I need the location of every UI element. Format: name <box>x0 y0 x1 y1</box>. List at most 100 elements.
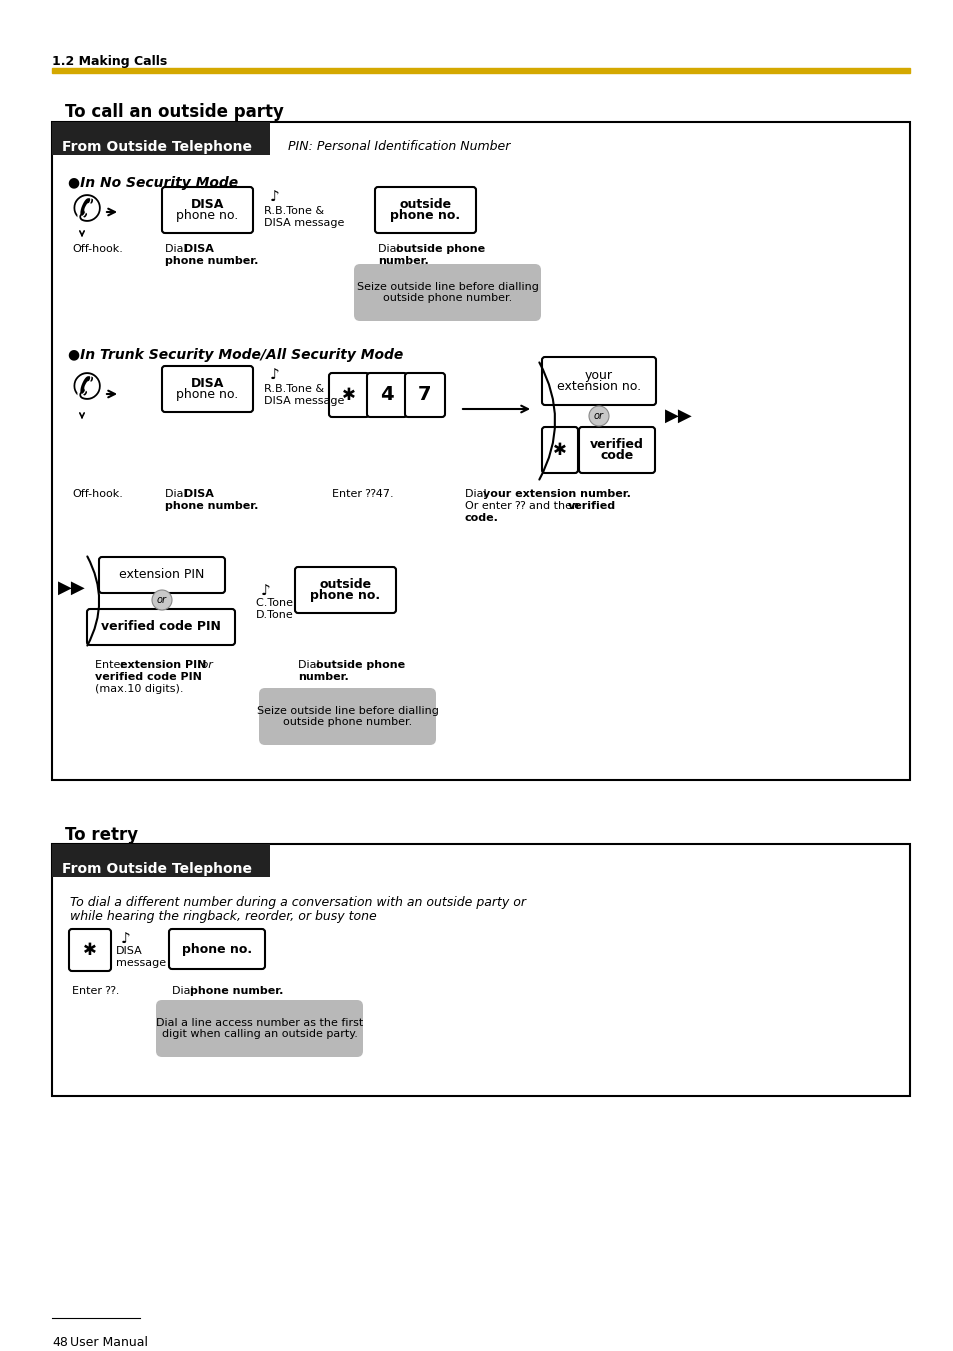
Text: From Outside Telephone: From Outside Telephone <box>62 862 252 875</box>
Circle shape <box>152 590 172 611</box>
Text: or: or <box>198 661 213 670</box>
Text: your: your <box>584 369 613 382</box>
Text: verified code PIN: verified code PIN <box>101 620 221 634</box>
Text: Off-hook.: Off-hook. <box>71 489 123 499</box>
Text: User Manual: User Manual <box>70 1336 148 1350</box>
Text: verified code PIN: verified code PIN <box>95 671 202 682</box>
FancyBboxPatch shape <box>87 609 234 644</box>
Text: Dial a line access number as the first: Dial a line access number as the first <box>155 1019 363 1028</box>
Text: Off-hook.: Off-hook. <box>71 245 123 254</box>
Text: your extension number.: your extension number. <box>482 489 630 499</box>
FancyBboxPatch shape <box>258 688 436 744</box>
Bar <box>52 122 270 155</box>
Text: ▶▶: ▶▶ <box>664 407 692 426</box>
Text: outside phone: outside phone <box>395 245 485 254</box>
Text: C.Tone &: C.Tone & <box>255 598 305 608</box>
Text: phone no.: phone no. <box>310 589 380 603</box>
Text: verified: verified <box>590 438 643 451</box>
Bar <box>52 68 909 73</box>
FancyBboxPatch shape <box>162 366 253 412</box>
Text: Dial: Dial <box>165 489 190 499</box>
Text: outside: outside <box>399 199 451 211</box>
Text: phone no.: phone no. <box>390 209 460 222</box>
Text: phone no.: phone no. <box>176 209 238 222</box>
Text: ✆: ✆ <box>71 372 102 407</box>
Text: 4: 4 <box>380 385 394 404</box>
Text: Dial: Dial <box>165 245 190 254</box>
Text: To dial a different number during a conversation with an outside party or: To dial a different number during a conv… <box>70 896 525 909</box>
FancyBboxPatch shape <box>69 929 111 971</box>
Text: Enter ⁇.: Enter ⁇. <box>71 986 119 996</box>
FancyBboxPatch shape <box>541 357 656 405</box>
FancyBboxPatch shape <box>375 186 476 232</box>
Text: or: or <box>594 411 603 422</box>
Text: number.: number. <box>297 671 349 682</box>
Text: ♪: ♪ <box>121 932 131 947</box>
FancyBboxPatch shape <box>367 373 407 417</box>
Text: ●In Trunk Security Mode/All Security Mode: ●In Trunk Security Mode/All Security Mod… <box>68 349 403 362</box>
Text: Dial: Dial <box>297 661 323 670</box>
Text: Dial: Dial <box>377 245 403 254</box>
Text: message: message <box>116 958 166 969</box>
Text: while hearing the ringback, reorder, or busy tone: while hearing the ringback, reorder, or … <box>70 911 376 923</box>
Text: ♪: ♪ <box>261 584 271 598</box>
Text: number.: number. <box>377 255 428 266</box>
Text: ●In No Security Mode: ●In No Security Mode <box>68 176 238 190</box>
Text: outside phone number.: outside phone number. <box>382 293 512 303</box>
Text: From Outside Telephone: From Outside Telephone <box>62 141 252 154</box>
Text: To call an outside party: To call an outside party <box>65 103 284 122</box>
Text: 48: 48 <box>52 1336 68 1350</box>
Text: PIN: Personal Identification Number: PIN: Personal Identification Number <box>288 141 510 153</box>
FancyBboxPatch shape <box>162 186 253 232</box>
Text: outside phone number.: outside phone number. <box>283 717 412 727</box>
FancyBboxPatch shape <box>169 929 265 969</box>
Text: ▶▶: ▶▶ <box>58 580 86 597</box>
FancyBboxPatch shape <box>156 1000 363 1056</box>
Text: ✱: ✱ <box>342 386 355 404</box>
Text: outside: outside <box>319 578 371 590</box>
Text: ♪: ♪ <box>270 367 279 382</box>
Text: ✱: ✱ <box>553 440 566 459</box>
Text: Seize outside line before dialling: Seize outside line before dialling <box>356 282 537 292</box>
Text: DISA message: DISA message <box>264 396 344 407</box>
Text: R.B.Tone &: R.B.Tone & <box>264 384 324 394</box>
Text: DISA: DISA <box>191 199 224 211</box>
Text: DISA: DISA <box>184 245 213 254</box>
Text: outside phone: outside phone <box>315 661 405 670</box>
FancyBboxPatch shape <box>99 557 225 593</box>
FancyBboxPatch shape <box>354 263 540 322</box>
Text: ✱: ✱ <box>83 942 97 959</box>
Text: Enter ⁇47.: Enter ⁇47. <box>332 489 394 499</box>
Text: digit when calling an outside party.: digit when calling an outside party. <box>161 1029 357 1039</box>
Text: verified: verified <box>567 501 616 511</box>
Text: DISA: DISA <box>116 946 143 957</box>
FancyBboxPatch shape <box>294 567 395 613</box>
Text: code: code <box>599 449 633 462</box>
Text: (max.10 digits).: (max.10 digits). <box>95 684 183 694</box>
Bar <box>52 844 270 877</box>
Text: phone number.: phone number. <box>190 986 283 996</box>
Text: code.: code. <box>464 513 498 523</box>
Bar <box>52 844 909 1096</box>
Text: DISA message: DISA message <box>264 218 344 228</box>
FancyBboxPatch shape <box>541 427 578 473</box>
Text: phone number.: phone number. <box>165 501 258 511</box>
Text: phone number.: phone number. <box>165 255 258 266</box>
Text: ✆: ✆ <box>71 195 102 228</box>
Text: extension no.: extension no. <box>557 380 640 393</box>
Text: 7: 7 <box>417 385 432 404</box>
FancyBboxPatch shape <box>405 373 444 417</box>
Text: D.Tone: D.Tone <box>255 611 294 620</box>
Text: Dial: Dial <box>172 986 197 996</box>
Text: DISA: DISA <box>184 489 213 499</box>
Text: ♪: ♪ <box>270 190 279 205</box>
Text: Or enter ⁇ and then: Or enter ⁇ and then <box>464 501 582 511</box>
Text: extension PIN: extension PIN <box>120 661 206 670</box>
FancyBboxPatch shape <box>578 427 655 473</box>
Text: Seize outside line before dialling: Seize outside line before dialling <box>256 707 438 716</box>
Text: or: or <box>157 594 167 605</box>
Text: Enter: Enter <box>95 661 129 670</box>
Text: R.B.Tone &: R.B.Tone & <box>264 205 324 216</box>
Circle shape <box>588 407 608 426</box>
Text: extension PIN: extension PIN <box>119 569 205 581</box>
